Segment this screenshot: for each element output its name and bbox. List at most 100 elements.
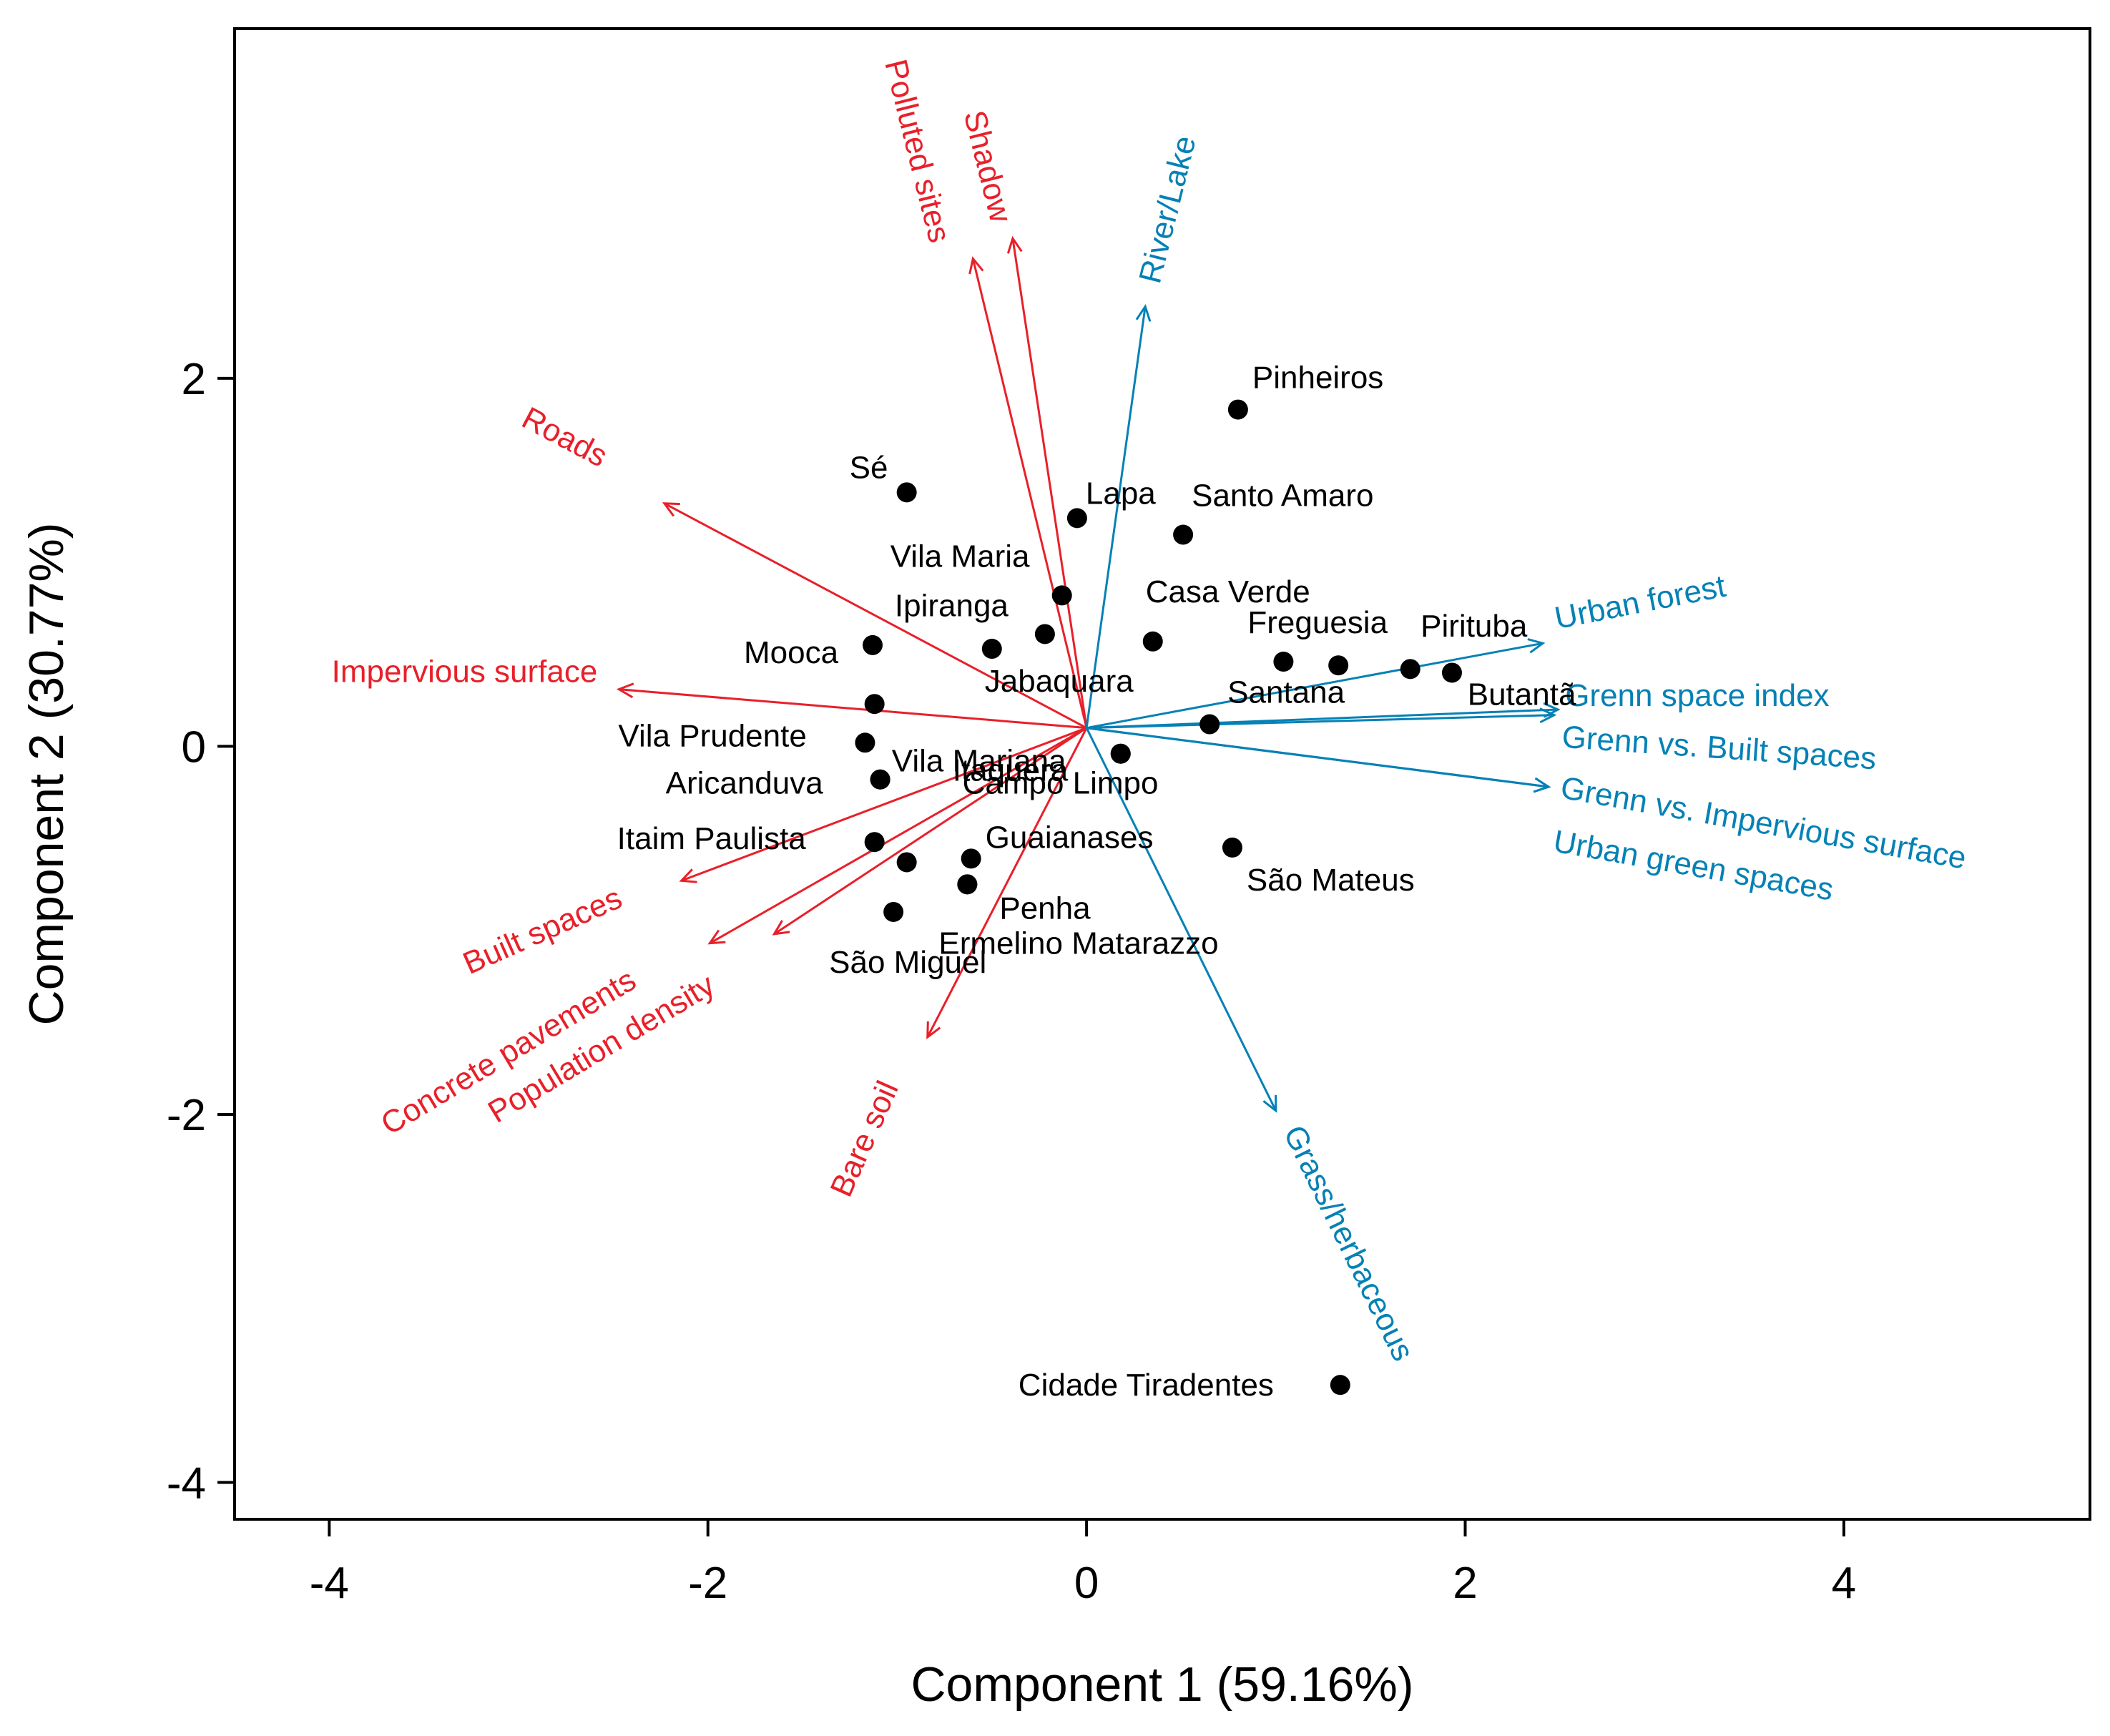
point-marker — [883, 901, 904, 922]
x-tick-label: 4 — [1832, 1559, 1856, 1608]
vector-line — [971, 258, 1088, 729]
point-label: Butantã — [1468, 677, 1576, 712]
point-marker — [1227, 399, 1248, 420]
point-marker — [870, 769, 890, 790]
vector-line — [926, 727, 1088, 1038]
point-label: Sé — [850, 450, 888, 485]
vector-line — [1086, 642, 1544, 730]
plot-frame — [233, 27, 2091, 1521]
point-vila-maria: Vila Maria — [890, 539, 1072, 606]
point-label: Itaim Paulista — [617, 821, 807, 856]
point-label: Aricanduva — [666, 766, 824, 801]
point-label: Pinheiros — [1252, 361, 1383, 396]
vector-arrowhead — [1135, 304, 1152, 322]
point-label: Santana — [1227, 675, 1345, 710]
point-itaquera: Itaquera — [953, 743, 1131, 788]
point-marker — [896, 852, 917, 873]
point-marker — [1066, 508, 1087, 529]
point-label: Casa Verde — [1146, 574, 1310, 609]
x-axis-title: Component 1 (59.16%) — [911, 1657, 1413, 1712]
vector-arrowhead — [662, 502, 680, 517]
vector-line — [1086, 727, 1549, 788]
point-label: Cidade Tiradentes — [1019, 1368, 1274, 1403]
point-label: Penha — [999, 891, 1091, 926]
vector-label: Grenn space index — [1565, 678, 1829, 713]
point-label: Vila Prudente — [618, 718, 806, 753]
point-label: Itaquera — [953, 753, 1069, 788]
point-label: Jabaquara — [985, 664, 1134, 699]
point-marker — [864, 694, 885, 715]
y-tick-label: -4 — [167, 1459, 206, 1509]
vector-arrowhead — [1262, 1094, 1277, 1113]
point-pirituba: Pirituba — [1328, 609, 1528, 676]
point-marker — [1400, 659, 1420, 680]
vector-line — [664, 502, 1087, 730]
point-label: Santo Amaro — [1192, 479, 1373, 514]
point-vila-mariana: Vila Mariana — [892, 743, 1131, 779]
vector-label: Polluted sites — [878, 56, 957, 246]
point-marker — [1199, 714, 1220, 735]
vector-label: Bare soil — [824, 1076, 906, 1202]
point-label: Ermelino Matarazzo — [938, 926, 1218, 961]
point-butant-: Butantã — [1400, 659, 1576, 712]
vector-arrowhead — [1533, 777, 1551, 793]
y-axis-title: Component 2 (30.77%) — [19, 522, 74, 1025]
vector-arrowhead — [1006, 235, 1023, 254]
point-guaianases: Guaianases — [961, 820, 1153, 869]
point-label: Vila Mariana — [892, 744, 1066, 779]
point-label: Pirituba — [1420, 609, 1528, 644]
point-marker — [957, 874, 978, 895]
vector-arrowhead — [679, 868, 697, 883]
vector-arrowhead — [1539, 707, 1557, 724]
point-mooca: Mooca — [744, 634, 883, 670]
point-s-o-miguel: São Miguel — [829, 901, 986, 980]
vector-line — [773, 727, 1087, 936]
vector-arrowhead — [968, 256, 984, 275]
x-tick-label: -4 — [310, 1559, 349, 1608]
point-marker — [1173, 524, 1194, 545]
point-s-: Sé — [850, 450, 917, 503]
point-aricanduva: Aricanduva — [666, 766, 890, 801]
vector-arrowhead — [616, 682, 634, 699]
x-tick-label: 0 — [1074, 1559, 1099, 1608]
point-santana: Santana — [1199, 675, 1345, 735]
loading-vectors: Polluted sites Shadow Roads Impervious surf… — [332, 56, 1969, 1366]
point-casa-verde: Casa Verde — [1142, 574, 1310, 652]
vector-arrowhead — [1527, 638, 1546, 654]
point-label: Freguesia — [1247, 605, 1388, 640]
point-marker — [864, 832, 885, 853]
vector-line — [1086, 714, 1554, 730]
vector-impervious-surface: Impervious surface — [332, 654, 1087, 730]
vector-label: River/Lake — [1132, 132, 1202, 287]
point-marker — [1034, 624, 1055, 644]
point-label: Ipiranga — [895, 588, 1009, 623]
y-tick-label: 0 — [182, 722, 206, 772]
point-ermelino-matarazzo: Ermelino Matarazzo — [938, 874, 1219, 961]
plot-border — [233, 27, 2091, 1521]
vector-arrowhead — [707, 929, 726, 945]
point-label: Mooca — [744, 635, 839, 670]
point-unlabeled — [896, 852, 917, 873]
point-marker — [1273, 652, 1294, 672]
x-tick-label: -2 — [688, 1559, 727, 1608]
point-unlabeled — [864, 694, 885, 715]
vector-line — [1085, 306, 1147, 728]
vector-label: Impervious surface — [332, 654, 598, 690]
point-penha: Penha — [957, 874, 1091, 926]
x-tick-label: 2 — [1453, 1559, 1477, 1608]
point-marker — [1441, 662, 1462, 683]
vector-label: Roads — [516, 401, 613, 474]
point-freguesia: Freguesia — [1247, 605, 1388, 672]
point-marker — [855, 732, 875, 753]
point-marker — [1222, 837, 1242, 858]
vector-line — [709, 727, 1087, 945]
point-label: São Mateus — [1247, 863, 1415, 898]
y-tick-label: 2 — [182, 355, 206, 404]
point-marker — [1328, 655, 1349, 676]
point-campo-limpo: Campo Limpo — [870, 766, 1159, 801]
point-pinheiros: Pinheiros — [1227, 361, 1383, 420]
vector-shadow: Shadow — [957, 107, 1088, 728]
point-label: Lapa — [1086, 476, 1156, 511]
point-jabaquara: Jabaquara — [981, 639, 1134, 699]
